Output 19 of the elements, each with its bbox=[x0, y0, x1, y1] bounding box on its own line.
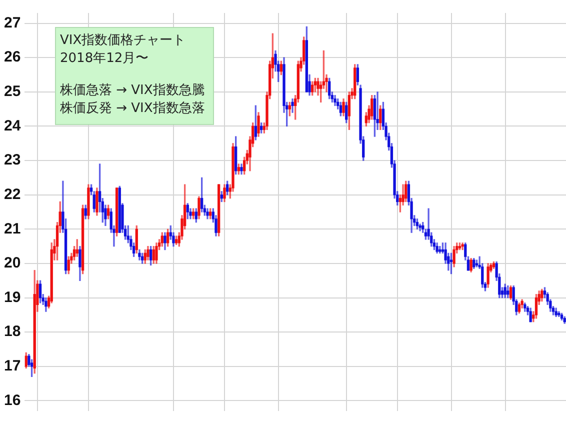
y-tick-label: 26 bbox=[4, 48, 21, 66]
text: VIX指数価格チャート bbox=[60, 32, 187, 50]
text: 2018年12月〜 bbox=[60, 50, 150, 68]
y-tick-label: 27 bbox=[4, 14, 21, 32]
y-tick-label: 25 bbox=[4, 83, 21, 100]
y-tick-label: 17 bbox=[4, 358, 21, 375]
y-tick-label: 21 bbox=[4, 220, 21, 238]
candlestick bbox=[427, 208, 430, 240]
y-tick-label: 18 bbox=[4, 323, 21, 340]
y-tick-label: 24 bbox=[4, 117, 22, 134]
y-tick-label: 19 bbox=[4, 288, 21, 306]
y-tick-label: 16 bbox=[4, 392, 21, 409]
candlestick bbox=[325, 74, 328, 92]
y-tick-label: 20 bbox=[4, 254, 21, 272]
y-tick-label: 23 bbox=[4, 152, 21, 169]
annotation: 株価反発 → VIX指数急落 bbox=[60, 100, 205, 118]
y-tick-label: 22 bbox=[4, 186, 21, 203]
candlestick bbox=[376, 92, 379, 130]
annotation: 株価急落 → VIX指数急騰 bbox=[60, 82, 205, 100]
